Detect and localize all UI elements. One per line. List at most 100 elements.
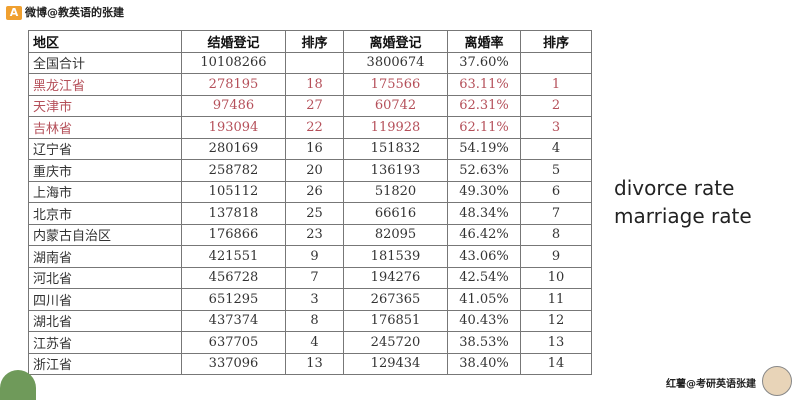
table-cell: 23 <box>285 223 344 246</box>
table-cell: 北京市 <box>28 202 182 225</box>
table-cell: 337096 <box>181 352 286 375</box>
table-cell: 8 <box>285 309 344 332</box>
table-cell: 82095 <box>343 223 448 246</box>
table-cell: 3800674 <box>343 51 448 74</box>
table-cell: 河北省 <box>28 266 182 289</box>
table-cell: 13 <box>285 352 344 375</box>
table-cell: 175566 <box>343 73 448 96</box>
table-cell: 258782 <box>181 159 286 182</box>
table-cell: 20 <box>285 159 344 182</box>
table-cell: 6 <box>520 180 592 203</box>
table-cell: 38.53% <box>447 331 521 354</box>
table-cell: 9 <box>285 245 344 268</box>
table-row: 河北省 456728 7 194276 42.54% 10 <box>28 266 592 289</box>
table-cell: 137818 <box>181 202 286 225</box>
table-row: 浙江省 337096 13 129434 38.40% 14 <box>28 352 592 375</box>
table-cell: 25 <box>285 202 344 225</box>
table-cell: 66616 <box>343 202 448 225</box>
table-cell: 辽宁省 <box>28 137 182 160</box>
table-cell: 41.05% <box>447 288 521 311</box>
watermark: 红薯@考研英语张建 <box>666 379 756 390</box>
table-cell: 49.30% <box>447 180 521 203</box>
table-cell: 278195 <box>181 73 286 96</box>
header-cell: 离婚登记 <box>343 30 448 53</box>
table-cell: 重庆市 <box>28 159 182 182</box>
table-cell: 8 <box>520 223 592 246</box>
table-cell: 全国合计 <box>28 51 182 74</box>
table-cell: 吉林省 <box>28 116 182 139</box>
table-cell <box>285 51 344 74</box>
header-row: 地区 结婚登记 排序 离婚登记 离婚率 排序 <box>28 30 592 53</box>
data-table: 地区 结婚登记 排序 离婚登记 离婚率 排序 全国合计 10108266 3800674 37.6… <box>28 30 592 375</box>
table-row: 湖北省 437374 8 176851 40.43% 12 <box>28 309 592 332</box>
table-row: 天津市 97486 27 60742 62.31% 2 <box>28 94 592 117</box>
table-cell: 43.06% <box>447 245 521 268</box>
table-cell: 51820 <box>343 180 448 203</box>
table-cell: 1 <box>520 73 592 96</box>
table-cell: 176866 <box>181 223 286 246</box>
side-notes: divorce rate marriage rate <box>614 174 752 230</box>
table-cell: 456728 <box>181 266 286 289</box>
table-row: 辽宁省 280169 16 151832 54.19% 4 <box>28 137 592 160</box>
table-cell: 4 <box>520 137 592 160</box>
table-cell: 267365 <box>343 288 448 311</box>
table-cell: 129434 <box>343 352 448 375</box>
table-row: 内蒙古自治区 176866 23 82095 46.42% 8 <box>28 223 592 246</box>
table-cell: 421551 <box>181 245 286 268</box>
watermark-text: 微博@教英语的张建 <box>25 6 124 19</box>
table-cell: 四川省 <box>28 288 182 311</box>
header-cell: 离婚率 <box>447 30 521 53</box>
table-cell: 12 <box>520 309 592 332</box>
table-cell: 26 <box>285 180 344 203</box>
table-row: 全国合计 10108266 3800674 37.60% <box>28 51 592 74</box>
table-cell: 119928 <box>343 116 448 139</box>
table-row: 四川省 651295 3 267365 41.05% 11 <box>28 288 592 311</box>
table-row: 黑龙江省 278195 18 175566 63.11% 1 <box>28 73 592 96</box>
table-cell: 18 <box>285 73 344 96</box>
table-cell: 176851 <box>343 309 448 332</box>
avatar <box>762 366 792 396</box>
table-cell: 60742 <box>343 94 448 117</box>
table-cell: 637705 <box>181 331 286 354</box>
table-cell: 5 <box>520 159 592 182</box>
table-cell: 437374 <box>181 309 286 332</box>
table-cell: 2 <box>520 94 592 117</box>
table-cell: 16 <box>285 137 344 160</box>
table-cell: 48.34% <box>447 202 521 225</box>
table-cell: 651295 <box>181 288 286 311</box>
table-cell: 22 <box>285 116 344 139</box>
table-cell: 193094 <box>181 116 286 139</box>
table-cell: 10 <box>520 266 592 289</box>
table-cell <box>520 51 592 74</box>
table-cell: 湖南省 <box>28 245 182 268</box>
table-cell: 97486 <box>181 94 286 117</box>
header-cell: 地区 <box>28 30 182 53</box>
table-cell: 245720 <box>343 331 448 354</box>
note: marriage rate <box>614 204 752 228</box>
table-cell: 52.63% <box>447 159 521 182</box>
table-row: 湖南省 421551 9 181539 43.06% 9 <box>28 245 592 268</box>
table-cell: 10108266 <box>181 51 286 74</box>
table-cell: 11 <box>520 288 592 311</box>
table-cell: 天津市 <box>28 94 182 117</box>
table-cell: 42.54% <box>447 266 521 289</box>
header-cell: 排序 <box>520 30 592 53</box>
table-cell: 3 <box>520 116 592 139</box>
table-cell: 40.43% <box>447 309 521 332</box>
table-row: 上海市 105112 26 51820 49.30% 6 <box>28 180 592 203</box>
note: divorce rate <box>614 176 735 200</box>
table-cell: 62.11% <box>447 116 521 139</box>
table-cell: 54.19% <box>447 137 521 160</box>
plant-decoration <box>0 370 36 400</box>
table-cell: 上海市 <box>28 180 182 203</box>
table-cell: 280169 <box>181 137 286 160</box>
table-cell: 27 <box>285 94 344 117</box>
table-cell: 7 <box>285 266 344 289</box>
table-cell: 181539 <box>343 245 448 268</box>
table-cell: 7 <box>520 202 592 225</box>
table-row: 北京市 137818 25 66616 48.34% 7 <box>28 202 592 225</box>
header-cell: 排序 <box>285 30 344 53</box>
table-cell: 194276 <box>343 266 448 289</box>
table-cell: 湖北省 <box>28 309 182 332</box>
